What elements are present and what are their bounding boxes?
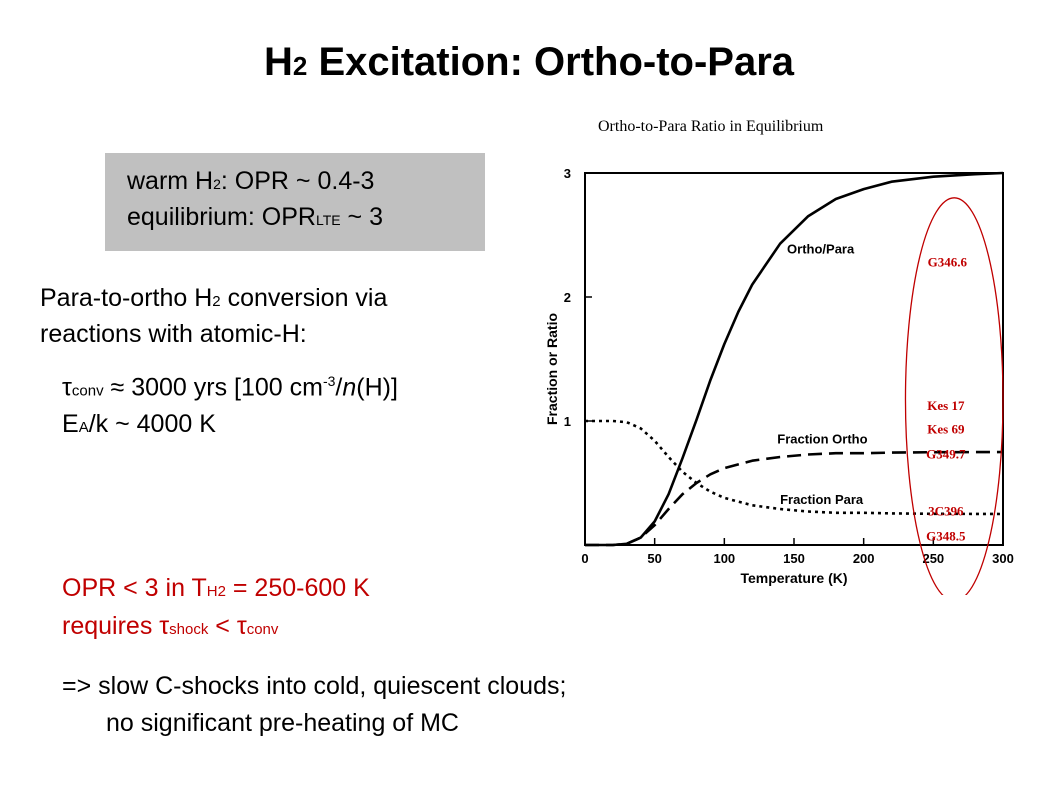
axis-ticks: 0 50 100 150 200 250 300 1 2 3 Temperature (K) Frac…	[544, 166, 1014, 586]
curve-label-ortho-para: Ortho/Para	[787, 242, 855, 257]
curve-ortho-para	[585, 171, 1004, 547]
x-tick-label: 50	[647, 551, 661, 566]
conclusion-line-2: no significant pre-heating of MC	[106, 709, 459, 737]
annotation-g348-5: G348.5	[926, 528, 966, 543]
warm-opr-text: warm H2: OPR ~ 0.4-3	[127, 167, 375, 195]
y-tick-label: 2	[564, 290, 571, 305]
source-annotations: G346.6 Kes 17 Kes 69 G349.7 3C396 G348.5	[904, 197, 1004, 595]
x-tick-label: 200	[853, 551, 875, 566]
conversion-line-1: Para-to-ortho H2 conversion via	[40, 284, 388, 312]
x-tick-label: 250	[922, 551, 944, 566]
opr-chart: 0 50 100 150 200 250 300 1 2 3 Temperature (K) Frac…	[544, 166, 1014, 595]
x-tick-label: 150	[783, 551, 805, 566]
y-tick-label: 3	[564, 166, 571, 181]
curve-label-fraction-ortho: Fraction Ortho	[777, 431, 867, 446]
y-tick-label: 1	[564, 414, 571, 429]
y-axis-label: Fraction or Ratio	[544, 313, 560, 425]
curves	[585, 171, 1004, 547]
x-tick-label: 0	[581, 551, 588, 566]
curve-fraction-para	[585, 419, 1004, 516]
curve-fraction-ortho	[585, 450, 1004, 547]
conclusion-line-1: => slow C-shocks into cold, quiescent cl…	[62, 672, 567, 700]
annotation-g349-7: G349.7	[926, 446, 966, 461]
annotation-g346-6: G346.6	[928, 254, 968, 269]
annotation-3c396: 3C396	[928, 504, 964, 519]
opr-requires-text: requires τshock < τconv	[62, 612, 279, 640]
x-axis-label: Temperature (K)	[740, 570, 847, 586]
tau-conv-text: τconv ≈ 3000 yrs [100 cm-3/n(H)]	[62, 373, 398, 402]
x-tick-label: 300	[992, 551, 1014, 566]
highlight-ellipse	[904, 197, 1004, 595]
annotation-kes-69: Kes 69	[927, 422, 965, 437]
conversion-line-2: reactions with atomic-H:	[40, 320, 307, 348]
equilibrium-opr-text: equilibrium: OPRLTE ~ 3	[127, 203, 383, 231]
curve-label-fraction-para: Fraction Para	[780, 492, 864, 507]
opr-temperature-text: OPR < 3 in TH2 = 250-600 K	[62, 574, 370, 602]
x-tick-label: 100	[713, 551, 735, 566]
curve-labels: Ortho/Para Fraction Ortho Fraction Para	[777, 242, 867, 507]
activation-energy-text: EA/k ~ 4000 K	[62, 410, 216, 438]
annotation-kes-17: Kes 17	[927, 398, 965, 413]
summary-box: warm H2: OPR ~ 0.4-3 equilibrium: OPRLTE…	[105, 153, 485, 251]
chart-title: Ortho-to-Para Ratio in Equilibrium	[598, 118, 824, 135]
page-title: H2 Excitation: Ortho-to-Para	[263, 40, 795, 84]
